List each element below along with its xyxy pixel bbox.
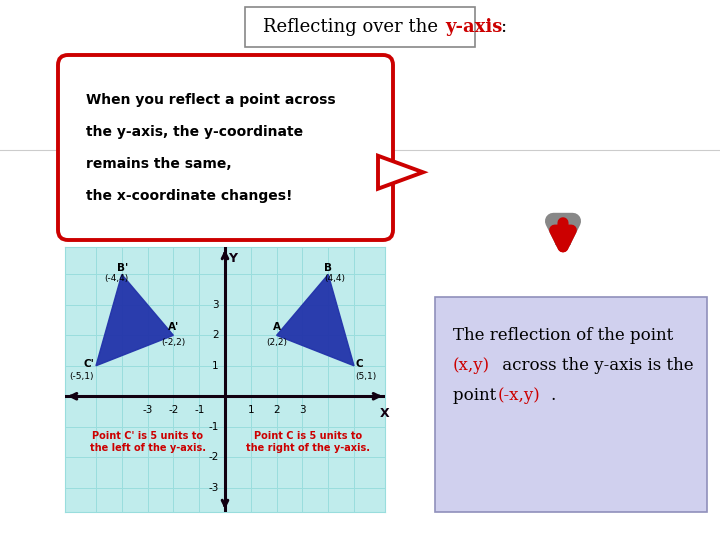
Text: 1: 1 bbox=[248, 406, 254, 415]
Text: B': B' bbox=[117, 263, 128, 273]
Text: remains the same,: remains the same, bbox=[86, 157, 232, 171]
Text: 3: 3 bbox=[299, 406, 306, 415]
Text: Point C is 5 units to
the right of the y-axis.: Point C is 5 units to the right of the y… bbox=[246, 431, 369, 453]
Text: (2,2): (2,2) bbox=[266, 339, 287, 347]
Polygon shape bbox=[96, 274, 174, 366]
Text: 1: 1 bbox=[212, 361, 219, 371]
Text: point: point bbox=[453, 387, 502, 404]
FancyBboxPatch shape bbox=[58, 55, 393, 240]
Text: Point C' is 5 units to
the left of the y-axis.: Point C' is 5 units to the left of the y… bbox=[89, 431, 206, 453]
Text: 3: 3 bbox=[212, 300, 219, 310]
Text: (-5,1): (-5,1) bbox=[69, 372, 94, 381]
Text: When you reflect a point across: When you reflect a point across bbox=[86, 93, 336, 107]
Text: Y: Y bbox=[228, 252, 237, 265]
Text: C': C' bbox=[84, 359, 94, 369]
Text: A: A bbox=[273, 322, 281, 332]
Text: (-2,2): (-2,2) bbox=[161, 339, 186, 347]
Text: The reflection of the point: The reflection of the point bbox=[453, 327, 673, 344]
Text: B: B bbox=[324, 263, 333, 273]
Text: (x,y): (x,y) bbox=[453, 357, 490, 374]
Text: -2: -2 bbox=[208, 452, 219, 462]
Polygon shape bbox=[276, 274, 354, 366]
Text: the x-coordinate changes!: the x-coordinate changes! bbox=[86, 189, 292, 203]
FancyBboxPatch shape bbox=[435, 297, 707, 512]
Text: A': A' bbox=[168, 322, 179, 332]
Text: y-axis: y-axis bbox=[445, 18, 503, 36]
Text: 2: 2 bbox=[274, 406, 280, 415]
Text: -3: -3 bbox=[208, 483, 219, 492]
Text: -3: -3 bbox=[143, 406, 153, 415]
Text: .: . bbox=[550, 387, 555, 404]
Text: (-x,y): (-x,y) bbox=[498, 387, 541, 404]
Text: Reflecting over the: Reflecting over the bbox=[263, 18, 444, 36]
Text: the y-axis, the y-coordinate: the y-axis, the y-coordinate bbox=[86, 125, 303, 139]
FancyBboxPatch shape bbox=[245, 7, 475, 47]
Text: -1: -1 bbox=[208, 422, 219, 431]
Text: :: : bbox=[500, 18, 506, 36]
Text: 2: 2 bbox=[212, 330, 219, 340]
Text: X: X bbox=[380, 407, 390, 420]
Text: C: C bbox=[356, 359, 363, 369]
Text: (5,1): (5,1) bbox=[356, 372, 377, 381]
Text: across the y-axis is the: across the y-axis is the bbox=[497, 357, 693, 374]
Text: (4,4): (4,4) bbox=[324, 274, 346, 284]
Text: -2: -2 bbox=[168, 406, 179, 415]
Text: (-4,4): (-4,4) bbox=[104, 274, 128, 284]
Polygon shape bbox=[378, 156, 423, 189]
Text: -1: -1 bbox=[194, 406, 204, 415]
